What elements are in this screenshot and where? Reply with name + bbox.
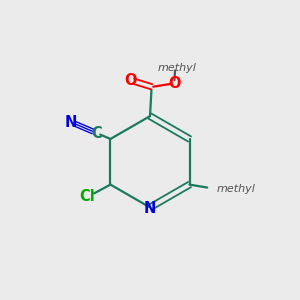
Text: O: O [124,73,136,88]
Text: methyl: methyl [217,184,256,194]
Text: N: N [65,115,77,130]
Text: methyl: methyl [158,63,196,73]
Text: O: O [168,76,181,91]
Text: C: C [92,126,102,141]
Text: N: N [144,201,156,216]
Text: Cl: Cl [80,190,95,205]
